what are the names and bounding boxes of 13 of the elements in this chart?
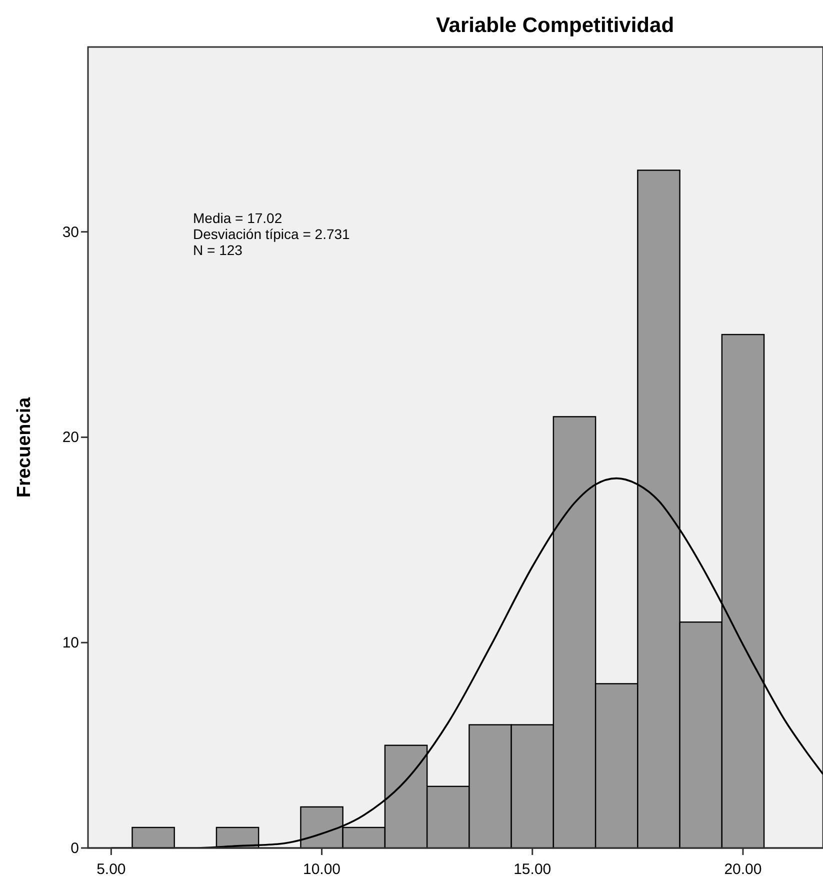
chart-title: Variable Competitividad bbox=[436, 14, 674, 37]
y-tick-label: 0 bbox=[70, 840, 79, 857]
x-tick-label: 10.00 bbox=[302, 861, 341, 878]
y-tick-label: 30 bbox=[62, 224, 79, 241]
annotation: Desviación típica = 2.731 bbox=[193, 226, 350, 242]
annotation: N = 123 bbox=[193, 242, 243, 258]
y-axis-title: Frecuencia bbox=[14, 396, 35, 498]
y-tick-label: 20 bbox=[62, 429, 79, 446]
x-tick-label: 15.00 bbox=[514, 861, 552, 878]
y-tick-label: 10 bbox=[62, 634, 79, 652]
annotation: Media = 17.02 bbox=[193, 210, 282, 226]
x-tick-label: 20.00 bbox=[724, 861, 762, 878]
x-tick-label: 5.00 bbox=[96, 861, 126, 878]
